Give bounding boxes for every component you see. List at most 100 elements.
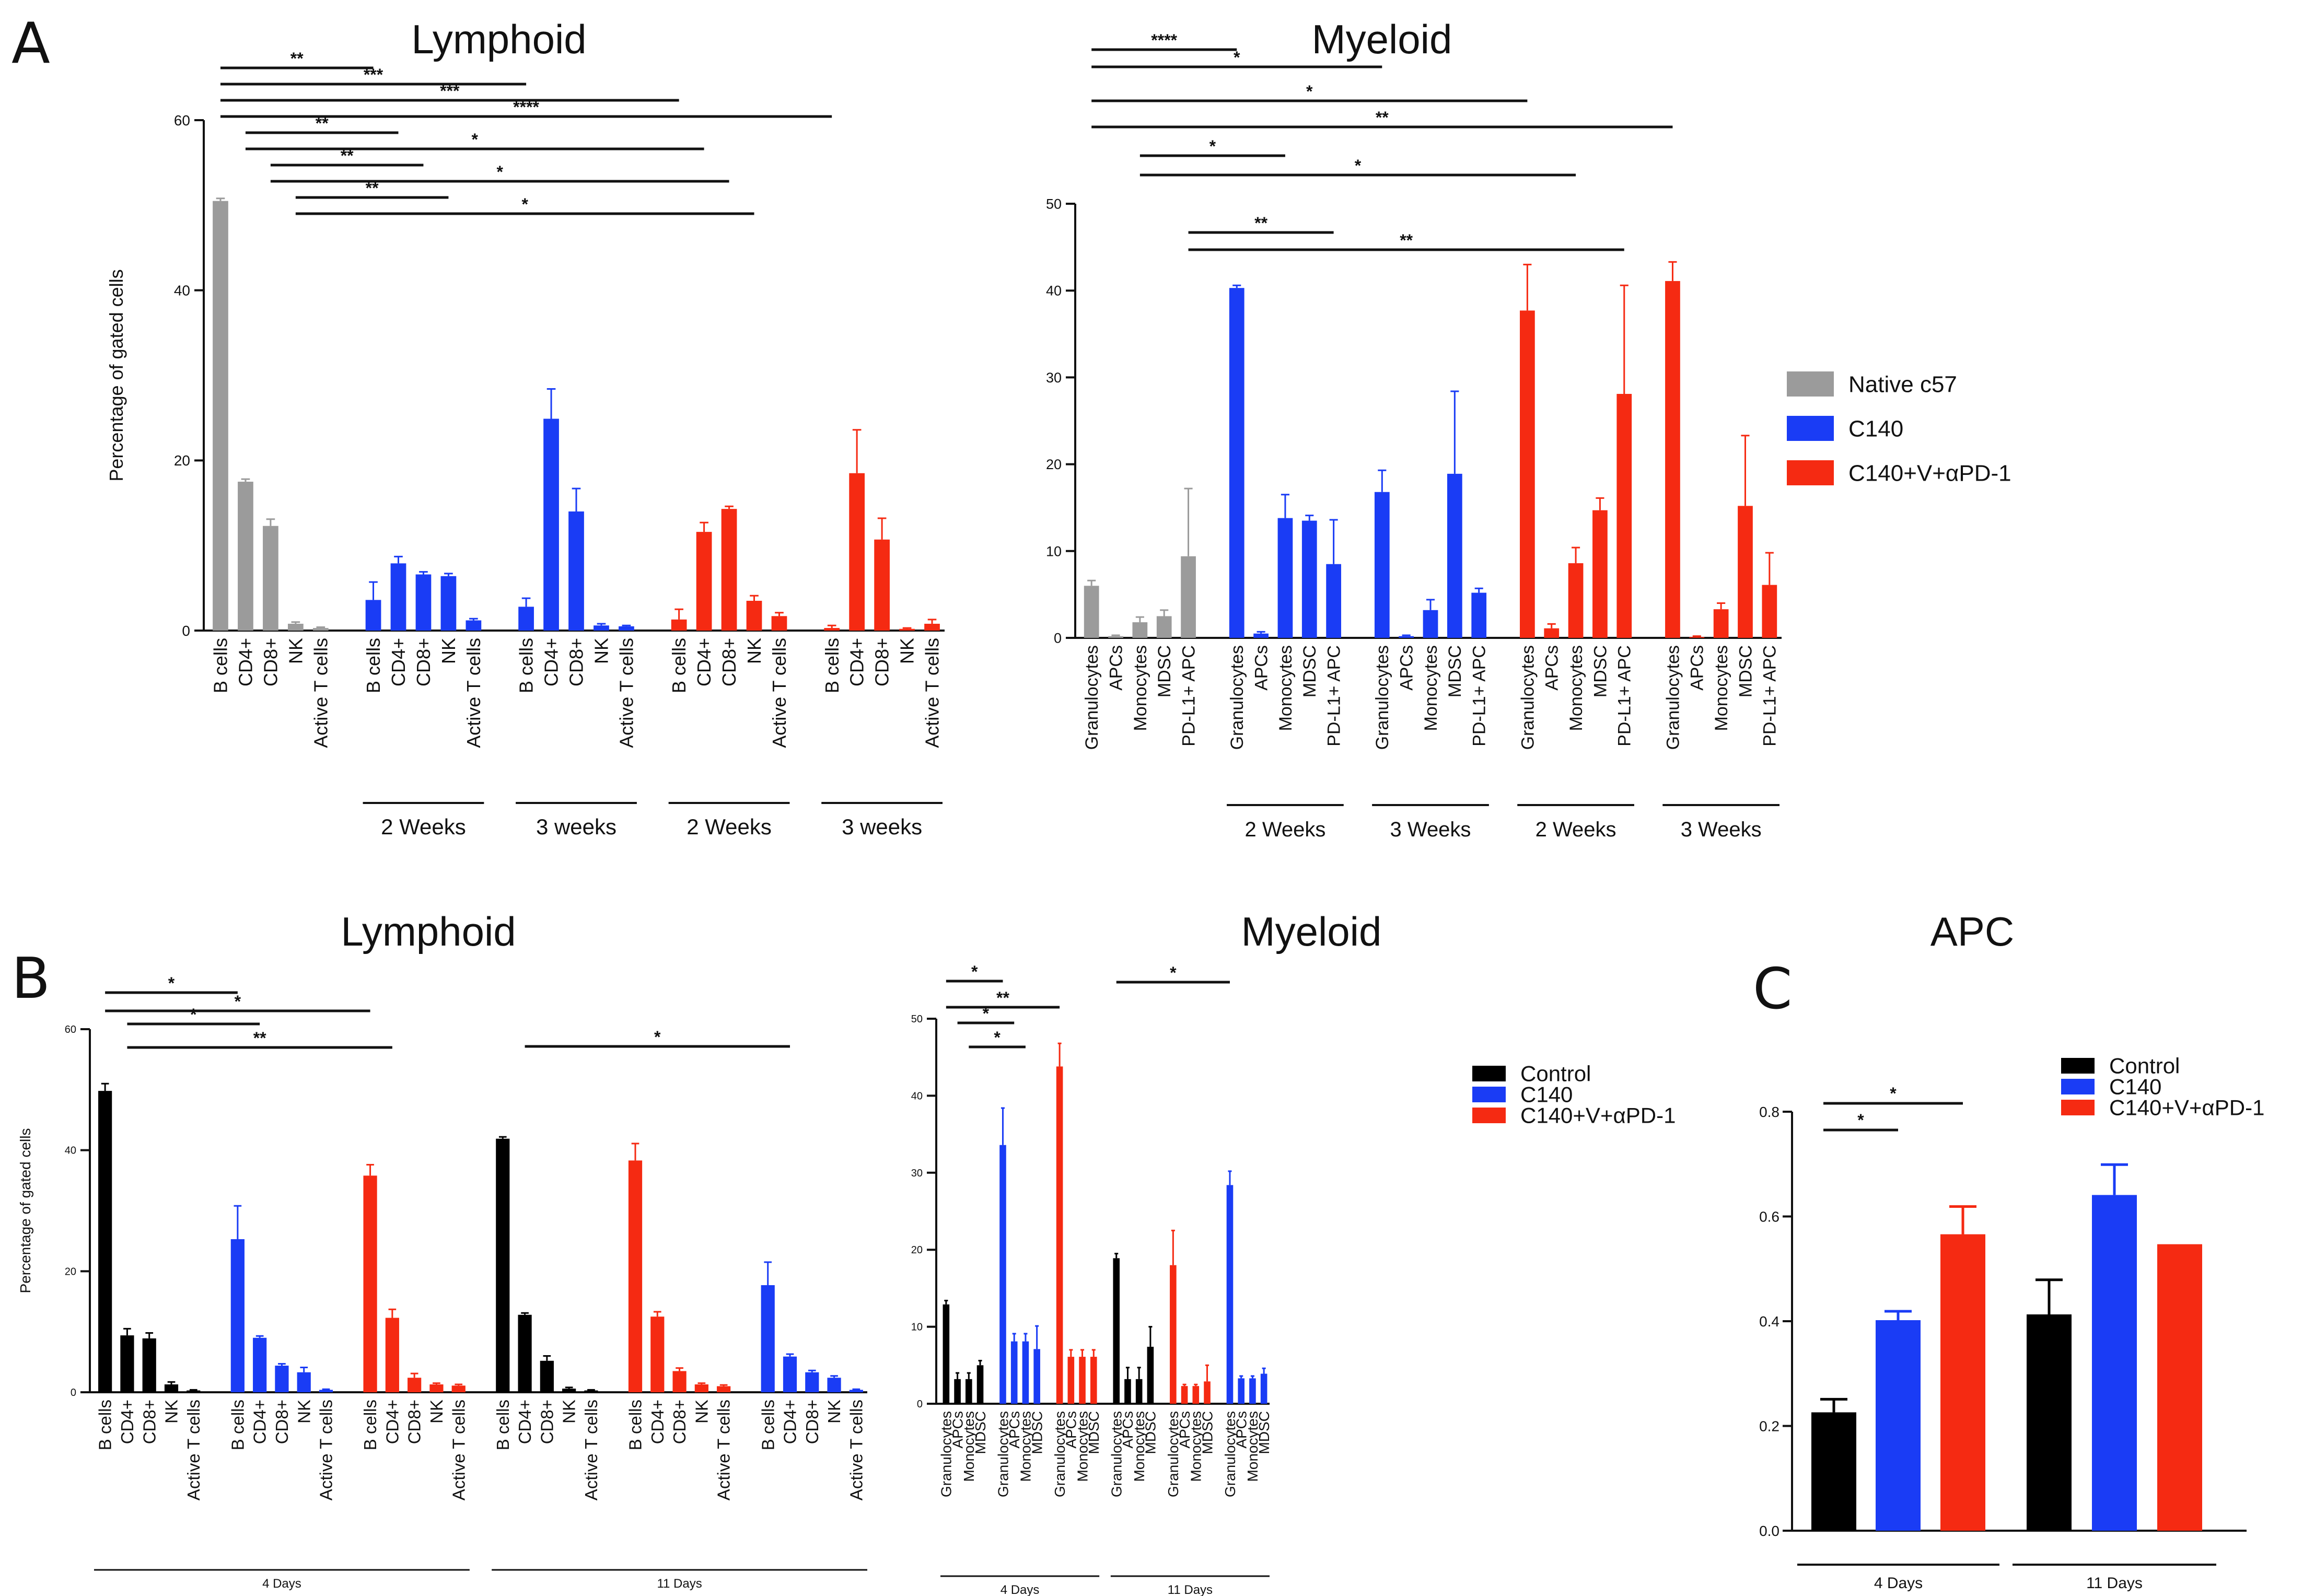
category-label: Granulocytes: [1663, 645, 1683, 750]
bar: [415, 574, 432, 631]
bar: [213, 201, 228, 631]
bar: [827, 1378, 841, 1392]
category-label: CD4+: [541, 638, 562, 686]
bar: [385, 1318, 399, 1392]
legend-b-swatch: [1472, 1108, 1506, 1123]
bar: [696, 532, 712, 631]
y-tick-label: 60: [174, 112, 190, 129]
significance-label: **: [1400, 231, 1413, 250]
y-tick-label: 0: [917, 1399, 923, 1410]
category-label: Active T cells: [616, 638, 637, 748]
bar: [672, 1371, 687, 1392]
bar: [628, 1160, 643, 1392]
category-label: NK: [692, 1400, 711, 1424]
category-label: CD4+: [118, 1400, 137, 1444]
bar: [1033, 1349, 1040, 1404]
bar: [1762, 585, 1777, 638]
timepoint-label: 4 Days: [262, 1577, 301, 1591]
significance-label: **: [341, 146, 354, 165]
significance-label: **: [316, 114, 329, 133]
significance-label: *: [168, 974, 175, 993]
bar: [1665, 281, 1680, 638]
bar: [1260, 1373, 1267, 1404]
category-label: Active T cells: [922, 638, 943, 748]
panel-label-b: B: [11, 946, 50, 1011]
bar: [1876, 1320, 1921, 1531]
legends: Native c57C140C140+V+αPD-1ControlC140C14…: [1472, 371, 2264, 1128]
category-label: NK: [427, 1400, 446, 1424]
bar: [496, 1138, 510, 1392]
timepoint-label: 4 Days: [1001, 1583, 1040, 1596]
category-label: PD-L1+ APC: [1324, 645, 1344, 747]
bar: [164, 1384, 179, 1392]
category-label: Active T cells: [769, 638, 790, 748]
bar: [761, 1285, 775, 1392]
category-label: NK: [591, 638, 612, 664]
bar: [976, 1365, 984, 1404]
legend-c-swatch: [2061, 1058, 2095, 1074]
significance-label: *: [521, 195, 528, 214]
bar: [429, 1384, 444, 1392]
bar: [543, 418, 559, 631]
bar: [518, 607, 534, 631]
category-label: Active T cells: [310, 638, 331, 748]
bar: [1170, 1265, 1177, 1404]
category-label: CD8+: [802, 1400, 822, 1444]
bar: [390, 563, 406, 631]
significance-label: *: [235, 992, 241, 1011]
bar: [540, 1360, 554, 1392]
significance-label: **: [253, 1029, 266, 1047]
significance-label: *: [496, 162, 503, 181]
category-label: B cells: [668, 638, 690, 693]
category-label: Monocytes: [1421, 645, 1441, 731]
timepoint-label: 11 Days: [2086, 1575, 2143, 1592]
category-label: MDSC: [1143, 1411, 1159, 1454]
category-label: PD-L1+ APC: [1470, 645, 1490, 747]
category-label: MDSC: [1590, 645, 1610, 697]
bar: [230, 1239, 245, 1392]
y-tick-label: 40: [1046, 283, 1062, 299]
category-label: Granulocytes: [1109, 1411, 1125, 1497]
bar: [1520, 310, 1535, 638]
category-label: B cells: [516, 638, 537, 693]
category-label: B cells: [210, 638, 231, 693]
group-label: 3 weeks: [536, 814, 617, 839]
group-label: 2 Weeks: [1244, 818, 1325, 841]
bar: [253, 1337, 267, 1392]
bar: [1471, 592, 1487, 638]
category-label: CD4+: [648, 1400, 667, 1444]
category-label: NK: [897, 638, 918, 664]
y-tick-label: 30: [1046, 370, 1062, 386]
category-label: CD4+: [235, 638, 257, 686]
timepoint-label: 4 Days: [1874, 1575, 1923, 1592]
bar: [1010, 1341, 1018, 1404]
bar: [1147, 1346, 1154, 1404]
category-label: APCs: [1106, 645, 1126, 691]
bar: [966, 1379, 972, 1404]
significance-label: *: [971, 962, 978, 981]
y-tick-label: 0: [1054, 630, 1062, 646]
bar: [1113, 1258, 1120, 1404]
bar: [120, 1335, 134, 1392]
category-label: APCs: [1233, 1411, 1249, 1449]
category-label: APCs: [1177, 1411, 1193, 1449]
category-label: Monocytes: [961, 1411, 977, 1482]
bar: [363, 1175, 377, 1392]
legend-c-swatch: [2061, 1100, 2095, 1115]
bar: [142, 1338, 156, 1392]
bar: [1084, 586, 1099, 638]
y-axis-label: Percentage of gated cells: [106, 269, 127, 481]
bar: [2157, 1244, 2202, 1531]
y-axis-label: Percentage of gated cells: [17, 1128, 33, 1294]
category-label: CD8+: [405, 1400, 424, 1444]
bar: [1738, 506, 1753, 638]
category-label: MDSC: [1029, 1411, 1045, 1454]
bar: [1616, 393, 1632, 638]
title-c-apc: APC: [1930, 908, 2014, 954]
category-label: Granulocytes: [938, 1411, 955, 1497]
bar: [849, 1390, 863, 1392]
category-label: CD8+: [670, 1400, 689, 1444]
bar: [1447, 473, 1462, 638]
